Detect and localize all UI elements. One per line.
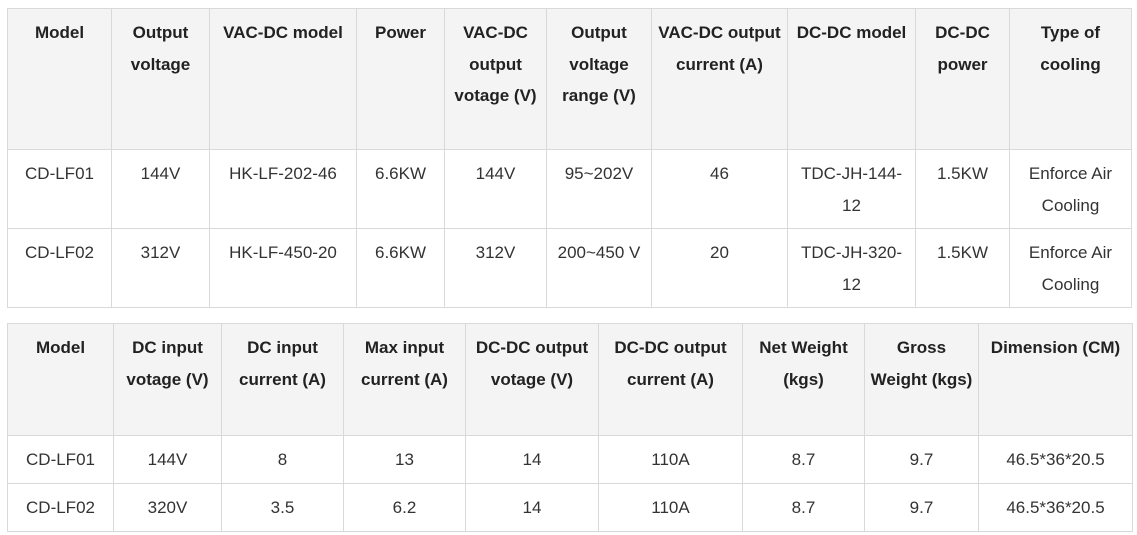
header-cell: DC input current (A) [221, 323, 344, 436]
header-cell: Model [7, 8, 112, 150]
header-cell: Gross Weight (kgs) [864, 323, 979, 436]
table-row: CD-LF01 144V HK-LF-202-46 6.6KW 144V 95~… [7, 149, 1132, 229]
table-cell: CD-LF02 [7, 483, 114, 532]
table-cell: 46 [651, 149, 788, 229]
table-header-row: Model DC input votage (V) DC input curre… [7, 323, 1133, 436]
header-cell: VAC-DC output votage (V) [444, 8, 547, 150]
table-cell: 110A [598, 435, 743, 484]
table-row: CD-LF01 144V 8 13 14 110A 8.7 9.7 46.5*3… [7, 435, 1133, 484]
table-cell: 9.7 [864, 483, 979, 532]
header-cell: Output voltage range (V) [546, 8, 652, 150]
header-cell: DC input votage (V) [113, 323, 222, 436]
table-cell: 8.7 [742, 435, 865, 484]
header-cell: DC-DC output votage (V) [465, 323, 599, 436]
table-cell: 200~450 V [546, 228, 652, 308]
table-cell: 6.6KW [356, 149, 445, 229]
table-cell: 14 [465, 435, 599, 484]
table-cell: 9.7 [864, 435, 979, 484]
converter-spec-table: Model Output voltage VAC-DC model Power … [7, 8, 1132, 308]
table-cell: 312V [444, 228, 547, 308]
header-cell: VAC-DC model [209, 8, 357, 150]
table-cell: TDC-JH-144-12 [787, 149, 916, 229]
table-cell: 95~202V [546, 149, 652, 229]
table-cell: 144V [444, 149, 547, 229]
table-cell: 320V [113, 483, 222, 532]
header-cell: DC-DC model [787, 8, 916, 150]
table-cell: 8.7 [742, 483, 865, 532]
table-row: CD-LF02 320V 3.5 6.2 14 110A 8.7 9.7 46.… [7, 483, 1133, 532]
table-cell: 3.5 [221, 483, 344, 532]
table-cell: 6.2 [343, 483, 466, 532]
table-cell: 13 [343, 435, 466, 484]
header-cell: Model [7, 323, 114, 436]
header-cell: Type of cooling [1009, 8, 1132, 150]
table-cell: CD-LF01 [7, 149, 112, 229]
table-cell: 46.5*36*20.5 [978, 483, 1133, 532]
table-cell: 8 [221, 435, 344, 484]
table-cell: Enforce Air Cooling [1009, 228, 1132, 308]
table-cell: 20 [651, 228, 788, 308]
header-cell: Max input current (A) [343, 323, 466, 436]
table-header-row: Model Output voltage VAC-DC model Power … [7, 8, 1132, 150]
header-cell: DC-DC output current (A) [598, 323, 743, 436]
table-cell: 144V [111, 149, 210, 229]
header-cell: Power [356, 8, 445, 150]
table-cell: 46.5*36*20.5 [978, 435, 1133, 484]
table-cell: 6.6KW [356, 228, 445, 308]
table-cell: TDC-JH-320-12 [787, 228, 916, 308]
header-cell: DC-DC power [915, 8, 1010, 150]
table-cell: HK-LF-450-20 [209, 228, 357, 308]
table-cell: HK-LF-202-46 [209, 149, 357, 229]
dcdc-spec-table: Model DC input votage (V) DC input curre… [7, 323, 1133, 532]
table-cell: 110A [598, 483, 743, 532]
table-cell: Enforce Air Cooling [1009, 149, 1132, 229]
table-row: CD-LF02 312V HK-LF-450-20 6.6KW 312V 200… [7, 228, 1132, 308]
table-cell: 14 [465, 483, 599, 532]
header-cell: Net Weight (kgs) [742, 323, 865, 436]
table-cell: 312V [111, 228, 210, 308]
header-cell: Dimension (CM) [978, 323, 1133, 436]
header-cell: VAC-DC output current (A) [651, 8, 788, 150]
table-cell: 144V [113, 435, 222, 484]
header-cell: Output voltage [111, 8, 210, 150]
table-cell: 1.5KW [915, 149, 1010, 229]
table-cell: 1.5KW [915, 228, 1010, 308]
table-cell: CD-LF02 [7, 228, 112, 308]
table-cell: CD-LF01 [7, 435, 114, 484]
